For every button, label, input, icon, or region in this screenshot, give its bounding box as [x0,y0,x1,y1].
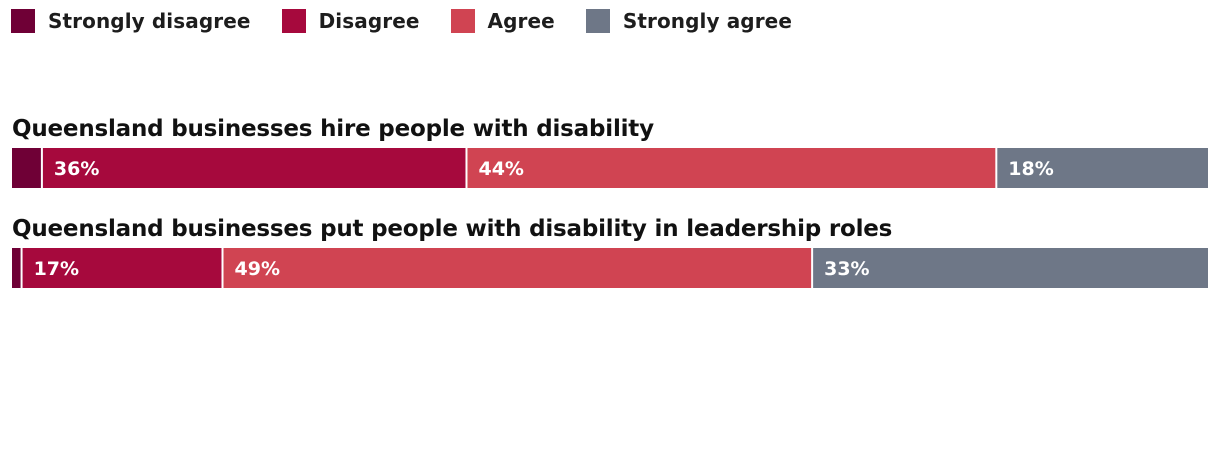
legend-label-strongly-disagree: Strongly disagree [48,9,251,33]
stacked-bar-leadership: 17% 49% 33% [12,248,1208,288]
bar-segment-disagree [22,248,222,288]
bar-label-disagree: 36% [54,158,99,180]
bar-segment-disagree [42,148,466,188]
bar-segment-strongly-agree [813,248,1208,288]
legend-label-strongly-agree: Strongly agree [622,9,793,33]
chart-row-hire: Queensland businesses hire people with d… [12,114,1208,188]
bar-segment-agree [467,148,996,188]
legend-item-strongly-agree: Strongly agree [585,9,793,33]
bar-label-agree: 44% [478,158,523,180]
bar-segment-strongly-disagree [12,248,21,288]
legend-swatch-strongly-agree [585,9,610,33]
bar-segment-agree [223,248,812,288]
bar-label-agree: 49% [235,258,280,280]
stacked-bar-hire: 36% 44% 18% [12,148,1208,188]
legend-item-agree: Agree [450,9,555,33]
legend-item-strongly-disagree: Strongly disagree [11,9,251,33]
legend-item-disagree: Disagree [281,9,420,33]
row-title-hire: Queensland businesses hire people with d… [12,116,654,142]
bar-label-strongly-agree: 18% [1008,158,1053,180]
chart-legend: Strongly disagree Disagree Agree Strongl… [11,9,792,33]
bar-segment-strongly-agree [997,148,1208,188]
legend-label-disagree: Disagree [318,9,420,33]
row-title-leadership: Queensland businesses put people with di… [12,216,893,242]
legend-swatch-strongly-disagree [11,9,35,33]
legend-swatch-disagree [281,9,306,33]
bar-label-disagree: 17% [34,258,79,280]
legend-label-agree: Agree [487,9,555,33]
bar-segment-strongly-disagree [12,148,41,188]
bar-label-strongly-agree: 33% [824,258,869,280]
legend-swatch-agree [450,9,475,33]
chart-row-leadership: Queensland businesses put people with di… [12,214,1208,288]
